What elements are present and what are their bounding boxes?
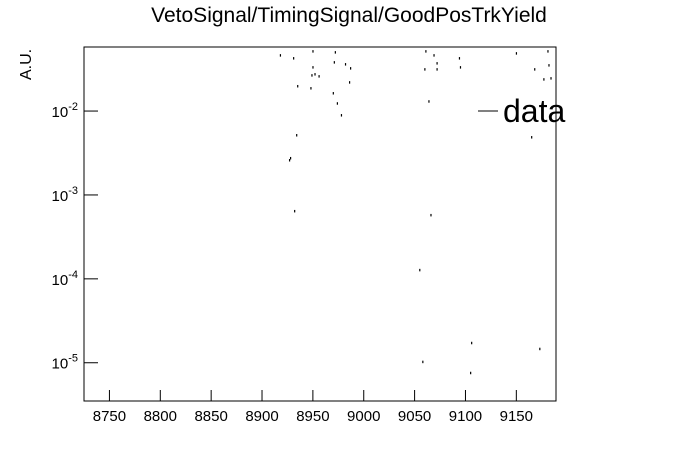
x-tick-label: 9150 bbox=[500, 408, 533, 425]
point bbox=[344, 63, 347, 66]
point bbox=[333, 61, 335, 64]
point bbox=[332, 92, 334, 95]
x-tick-label: 8750 bbox=[93, 408, 126, 425]
point bbox=[279, 54, 282, 57]
point bbox=[436, 62, 438, 65]
y-tick-label: 10-3 bbox=[52, 185, 78, 205]
point bbox=[350, 67, 352, 70]
plot-frame bbox=[83, 46, 557, 402]
point bbox=[550, 77, 552, 80]
point bbox=[419, 268, 421, 272]
point bbox=[515, 52, 518, 55]
x-tick-label: 9050 bbox=[398, 408, 431, 425]
chart-title: VetoSignal/TimingSignal/GoodPosTrkYield bbox=[151, 4, 547, 27]
point bbox=[297, 84, 299, 88]
x-tick-label: 9100 bbox=[449, 408, 482, 425]
point bbox=[340, 114, 343, 117]
point bbox=[531, 136, 533, 139]
point bbox=[534, 68, 536, 71]
x-tick-label: 8850 bbox=[194, 408, 227, 425]
y-tick-label: 10-2 bbox=[52, 101, 78, 121]
point bbox=[294, 209, 296, 213]
point bbox=[430, 213, 432, 217]
point bbox=[349, 81, 351, 84]
point bbox=[312, 66, 314, 69]
x-tick-label: 8900 bbox=[245, 408, 278, 425]
point bbox=[459, 66, 462, 69]
point bbox=[310, 87, 312, 90]
point bbox=[458, 57, 461, 60]
x-tick-label: 9000 bbox=[347, 408, 380, 425]
x-tick-label: 8800 bbox=[144, 408, 177, 425]
point bbox=[318, 75, 320, 78]
point bbox=[424, 68, 426, 71]
point bbox=[336, 102, 338, 105]
y-tick-label: 10-5 bbox=[52, 353, 78, 373]
point bbox=[428, 100, 430, 103]
point bbox=[296, 134, 298, 137]
y-tick-label: 10-4 bbox=[52, 269, 78, 289]
point bbox=[334, 51, 336, 54]
point bbox=[433, 54, 435, 57]
point bbox=[293, 57, 295, 60]
point bbox=[425, 50, 427, 53]
point bbox=[314, 73, 316, 76]
point bbox=[436, 68, 438, 71]
point bbox=[543, 78, 545, 81]
y-axis-label: A.U. bbox=[18, 49, 35, 80]
x-tick-label: 8950 bbox=[296, 408, 329, 425]
point bbox=[290, 156, 292, 160]
legend-label: data bbox=[503, 93, 565, 129]
point bbox=[311, 74, 313, 77]
point bbox=[471, 341, 473, 345]
point bbox=[547, 50, 549, 53]
point bbox=[312, 50, 314, 53]
point bbox=[422, 360, 424, 364]
point bbox=[288, 158, 291, 162]
point bbox=[548, 64, 550, 67]
point bbox=[539, 347, 541, 351]
point bbox=[470, 371, 472, 375]
